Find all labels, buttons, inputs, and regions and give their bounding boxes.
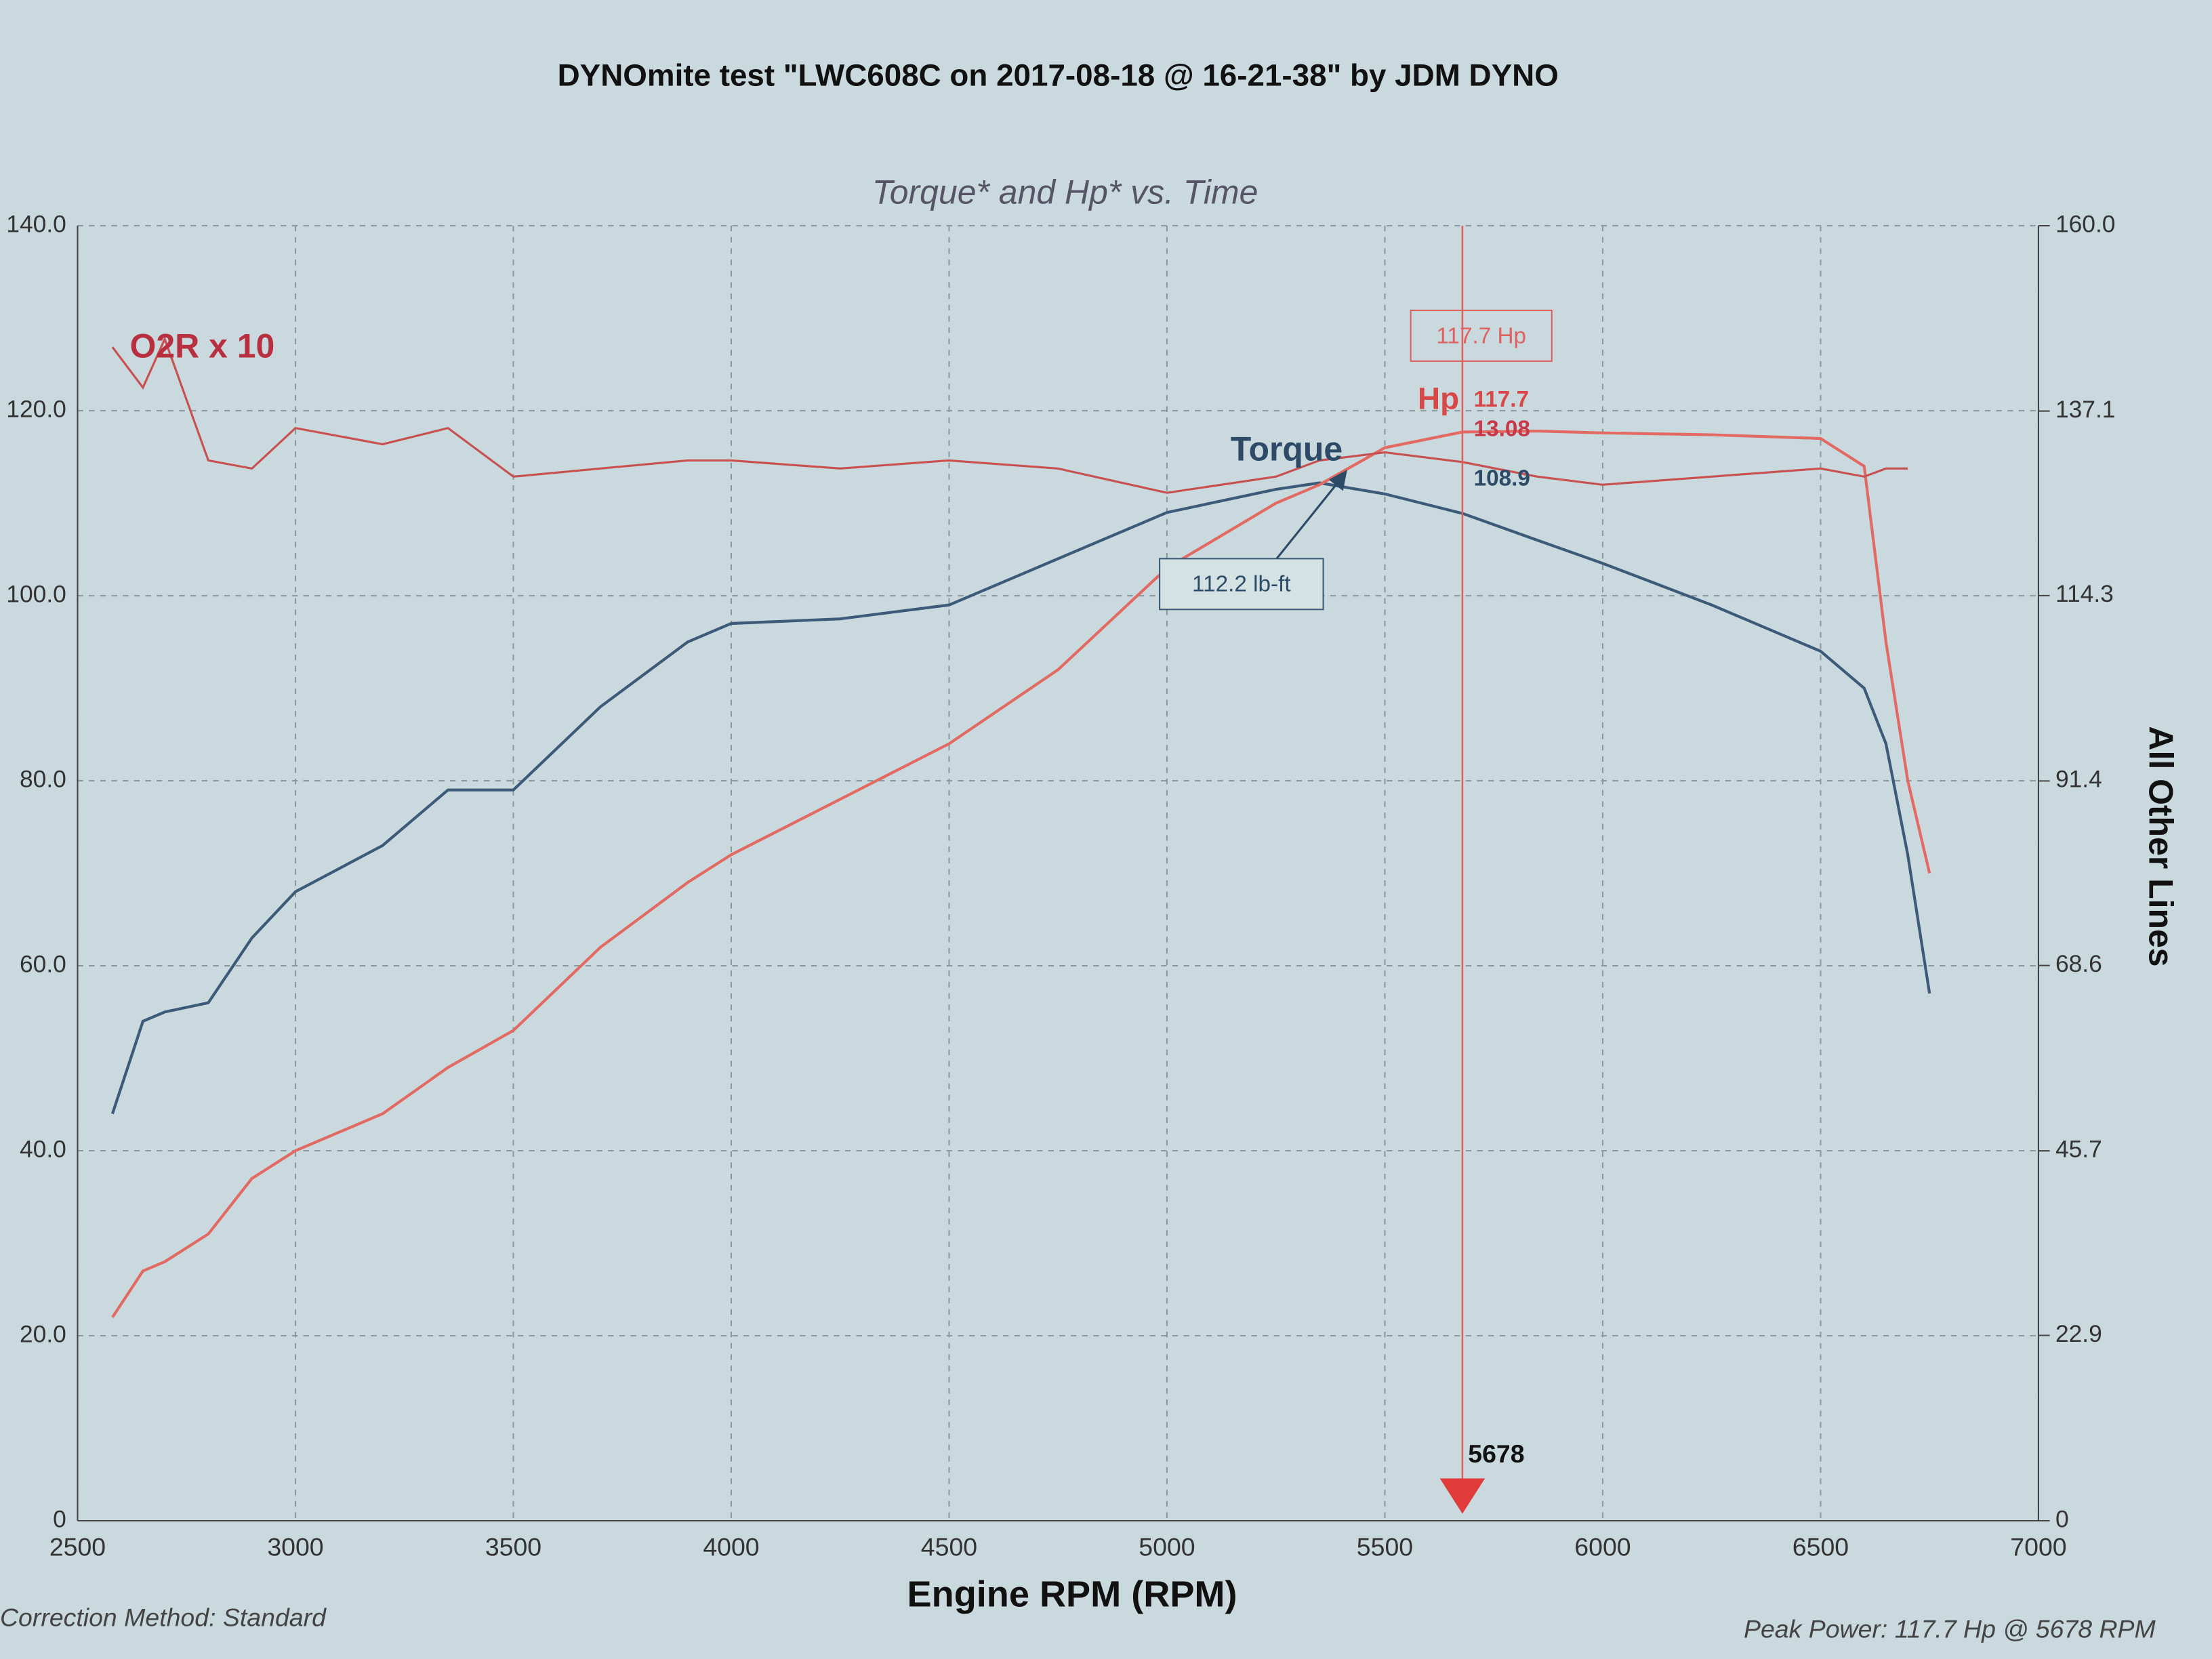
chart-subtitle: Torque* and Hp* vs. Time	[872, 173, 1258, 211]
x-axis-label: Engine RPM (RPM)	[907, 1574, 1237, 1615]
y-tick-label: 40.0	[20, 1136, 66, 1162]
y-tick-label: 100.0	[6, 581, 66, 607]
footer-left: Correction Method: Standard	[0, 1603, 327, 1632]
annotation-arrow	[1275, 478, 1341, 560]
cursor-readout: 13.08	[1474, 417, 1530, 442]
series-name: O2R x 10	[130, 327, 275, 365]
series-line	[110, 481, 1931, 1115]
annotation: 117.7 Hp	[1436, 323, 1526, 348]
y2-tick-label: 0	[2055, 1506, 2069, 1532]
x-tick-label: 2500	[49, 1533, 106, 1561]
y2-tick-label: 160.0	[2055, 211, 2116, 237]
series-line	[111, 430, 1931, 1318]
x-tick-label: 3500	[485, 1533, 541, 1561]
series-line	[111, 336, 1908, 494]
annotation: 112.2 lb-ft	[1192, 572, 1291, 597]
annotation-box	[1410, 309, 1553, 362]
y2-tick-label: 68.6	[2055, 951, 2102, 977]
y-tick-label: 140.0	[6, 211, 66, 237]
y2-tick-label: 22.9	[2055, 1321, 2102, 1347]
x-tick-label: 3000	[267, 1533, 323, 1561]
chart-title: DYNOmite test "LWC608C on 2017-08-18 @ 1…	[558, 58, 1559, 93]
cursor-readout: 108.9	[1474, 466, 1530, 491]
y2-tick-label: 91.4	[2055, 766, 2102, 793]
x-tick-label: 5500	[1357, 1533, 1413, 1561]
y2-tick-label: 114.3	[2055, 581, 2114, 607]
footer-right: Peak Power: 117.7 Hp @ 5678 RPM	[1744, 1614, 2156, 1643]
cursor-marker	[1439, 1478, 1486, 1514]
cursor-readout: 117.7	[1474, 387, 1530, 412]
annotation-box	[1159, 558, 1324, 611]
x-tick-label: 4500	[921, 1533, 977, 1561]
series-name: Torque	[1231, 430, 1343, 468]
y-tick-label: 120.0	[6, 396, 66, 422]
y-tick-label: 80.0	[20, 766, 66, 792]
x-tick-label: 6000	[1574, 1533, 1631, 1561]
cursor-label: 5678	[1468, 1439, 1524, 1468]
annotation-arrowhead	[1328, 470, 1347, 491]
y2-tick-label: 45.7	[2055, 1136, 2102, 1163]
series-name: Hp	[1418, 381, 1459, 415]
x-tick-label: 7000	[2010, 1533, 2066, 1561]
y-tick-label: 60.0	[20, 951, 66, 977]
y-tick-label: 20.0	[20, 1321, 66, 1347]
y2-axis-label: All Other Lines	[2142, 726, 2180, 966]
y2-tick-label: 137.1	[2055, 396, 2116, 423]
x-tick-label: 6500	[1793, 1533, 1849, 1561]
x-tick-label: 4000	[703, 1533, 759, 1561]
y-tick-label: 0	[53, 1506, 66, 1532]
x-tick-label: 5000	[1139, 1533, 1195, 1561]
